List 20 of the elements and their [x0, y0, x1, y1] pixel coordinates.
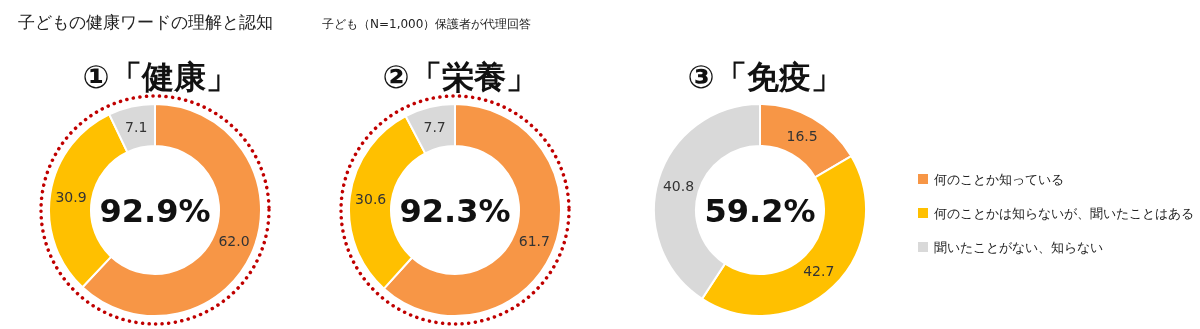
- legend-label: 聞いたことがない、知らない: [934, 240, 1103, 255]
- text: 92.9%: [99, 192, 211, 230]
- data-label: 61.7: [518, 232, 550, 249]
- legend-label: 何のことか知っている: [934, 172, 1064, 187]
- data-label: 42.7: [803, 263, 835, 280]
- chart-title: ①「健康」: [82, 58, 238, 96]
- legend-label: 何のことかは知らないが、聞いたことはある: [934, 206, 1194, 221]
- data-label: 30.6: [355, 191, 387, 208]
- text: 子ども（N=1,000）保護者が代理回答: [322, 17, 532, 31]
- data-label: 7.1: [125, 119, 148, 136]
- text: 59.2%: [704, 192, 816, 230]
- chart-title: ③「免疫」: [687, 58, 843, 96]
- chart-subtitle: 子どもの健康ワードの理解と認知: [18, 12, 273, 32]
- data-label: 7.7: [423, 119, 446, 136]
- data-label: 30.9: [55, 188, 87, 205]
- text: 92.3%: [399, 192, 511, 230]
- chart-title: ②「栄養」: [382, 58, 538, 96]
- data-label: 62.0: [218, 233, 250, 250]
- data-label: 16.5: [786, 128, 818, 145]
- data-label: 40.8: [662, 177, 695, 194]
